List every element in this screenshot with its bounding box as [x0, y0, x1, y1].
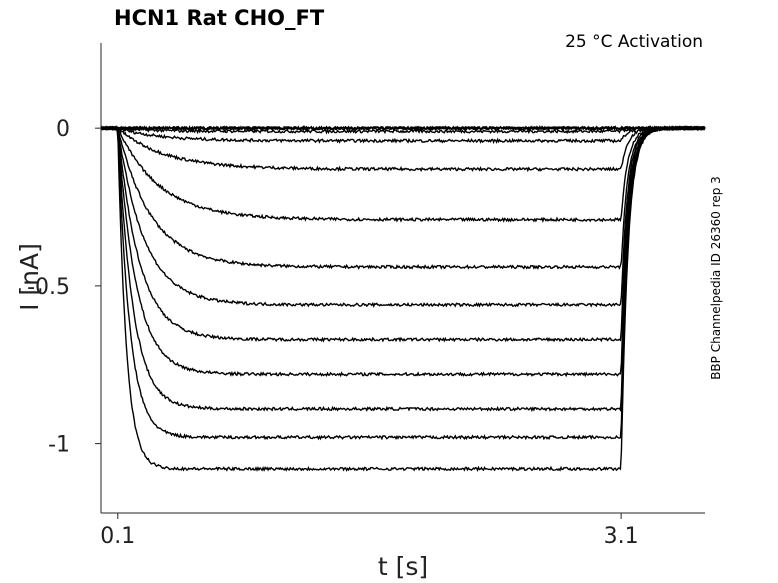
y-tick-label: -1 [48, 433, 70, 458]
chart-annotation: 25 °C Activation [565, 32, 703, 52]
x-tick-label: 3.1 [604, 524, 639, 549]
current-traces [101, 127, 705, 471]
x-ticks: 0.1 3.1 [100, 513, 638, 549]
chart-title: HCN1 Rat CHO_FT [114, 6, 325, 30]
current-trace [101, 127, 705, 171]
side-label: BBP Channelpedia ID 26360 rep 3 [709, 176, 723, 380]
x-tick-label: 0.1 [100, 524, 135, 549]
current-trace [101, 127, 705, 470]
y-tick-label: 0 [56, 117, 70, 142]
y-axis-label: I [nA] [15, 243, 44, 311]
current-trace [101, 127, 705, 439]
current-trace [101, 127, 705, 306]
current-trace [101, 127, 705, 341]
current-trace [101, 127, 705, 269]
x-axis-label: t [s] [378, 552, 428, 581]
